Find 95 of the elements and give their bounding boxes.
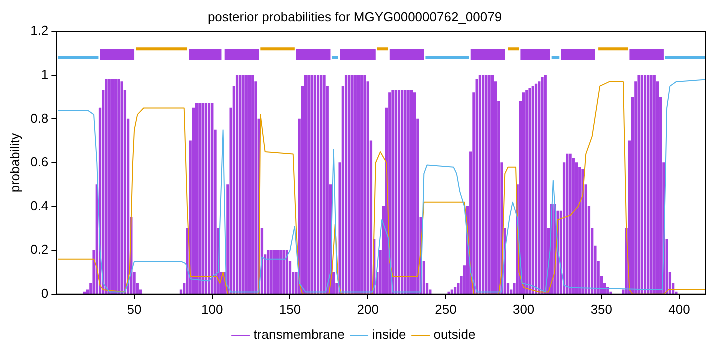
bar <box>108 79 111 294</box>
bar <box>280 250 282 294</box>
bar <box>239 75 242 294</box>
bar <box>344 75 348 294</box>
bar <box>528 88 532 294</box>
bar <box>488 75 491 294</box>
bar <box>575 162 578 294</box>
bar <box>644 75 647 294</box>
bar <box>105 79 108 294</box>
bar <box>404 90 407 294</box>
x-tick-label: 300 <box>512 302 535 317</box>
y-tick-label: 1 <box>41 66 49 82</box>
bar <box>610 292 612 294</box>
bar <box>398 90 401 294</box>
bar <box>650 75 653 294</box>
bar <box>276 250 280 294</box>
bar <box>526 90 528 294</box>
bar <box>569 154 572 294</box>
bar <box>410 90 414 294</box>
bar <box>316 75 320 294</box>
bar <box>192 108 196 294</box>
bar <box>476 79 478 294</box>
bar <box>640 75 644 294</box>
bar <box>532 86 534 294</box>
bar <box>647 75 650 294</box>
bar <box>478 75 482 294</box>
bar <box>270 250 273 294</box>
x-tick-label: 350 <box>590 302 613 317</box>
bar <box>267 250 270 294</box>
bar <box>448 292 450 294</box>
bar <box>653 75 656 294</box>
x-tick-label: 250 <box>435 302 457 317</box>
bar <box>314 75 316 294</box>
bar <box>118 79 120 294</box>
bar <box>360 75 364 294</box>
legend-label: transmembrane <box>254 327 345 342</box>
bar <box>538 82 541 294</box>
bar <box>202 104 204 294</box>
bar <box>413 92 416 294</box>
bar <box>111 79 114 294</box>
bar <box>354 75 357 294</box>
bar <box>236 75 239 294</box>
y-tick-label: 0 <box>41 286 49 301</box>
y-tick-label: 1.2 <box>30 23 49 38</box>
y-tick-label: 0.6 <box>30 154 49 170</box>
bar <box>566 154 569 294</box>
bar <box>245 75 248 294</box>
x-tick-label: 50 <box>127 302 142 317</box>
bar <box>394 90 398 294</box>
bar <box>195 104 198 294</box>
bar <box>522 92 526 294</box>
bar <box>320 75 323 294</box>
bar <box>541 77 544 294</box>
bar <box>351 75 354 294</box>
bar <box>208 104 211 294</box>
bar <box>364 75 366 294</box>
bar <box>407 90 410 294</box>
bar <box>273 250 276 294</box>
bar <box>450 290 454 294</box>
x-tick-label: 200 <box>357 302 379 317</box>
bar <box>198 104 202 294</box>
legend-label: outside <box>434 327 476 342</box>
y-tick-label: 0.2 <box>30 242 49 258</box>
bar <box>392 90 394 294</box>
bar <box>401 90 404 294</box>
y-tick-label: 0.8 <box>30 110 49 126</box>
bar <box>491 75 494 294</box>
bar <box>252 75 254 294</box>
bar <box>485 75 488 294</box>
bar <box>482 75 485 294</box>
bar <box>357 75 360 294</box>
bar <box>308 75 310 294</box>
x-tick-label: 150 <box>279 302 302 317</box>
bar <box>638 75 640 294</box>
bar <box>242 75 245 294</box>
bar <box>204 104 208 294</box>
bar <box>544 75 547 294</box>
x-tick-label: 100 <box>202 302 224 317</box>
bar <box>534 84 538 294</box>
bar <box>114 79 118 294</box>
bar <box>323 75 326 294</box>
legend-label: inside <box>372 327 406 342</box>
bar <box>282 250 286 294</box>
bar <box>120 82 124 294</box>
y-axis-title: probability <box>7 132 22 193</box>
bar <box>348 75 351 294</box>
bar <box>310 75 314 294</box>
bar <box>211 104 214 294</box>
bar <box>248 75 252 294</box>
chart-title: posterior probabilities for MGYG000000762_00079 <box>208 9 502 24</box>
bar <box>572 158 575 294</box>
x-tick-label: 400 <box>668 302 690 317</box>
y-tick-label: 0.4 <box>30 198 49 214</box>
bar <box>582 169 584 294</box>
bar <box>304 75 308 294</box>
